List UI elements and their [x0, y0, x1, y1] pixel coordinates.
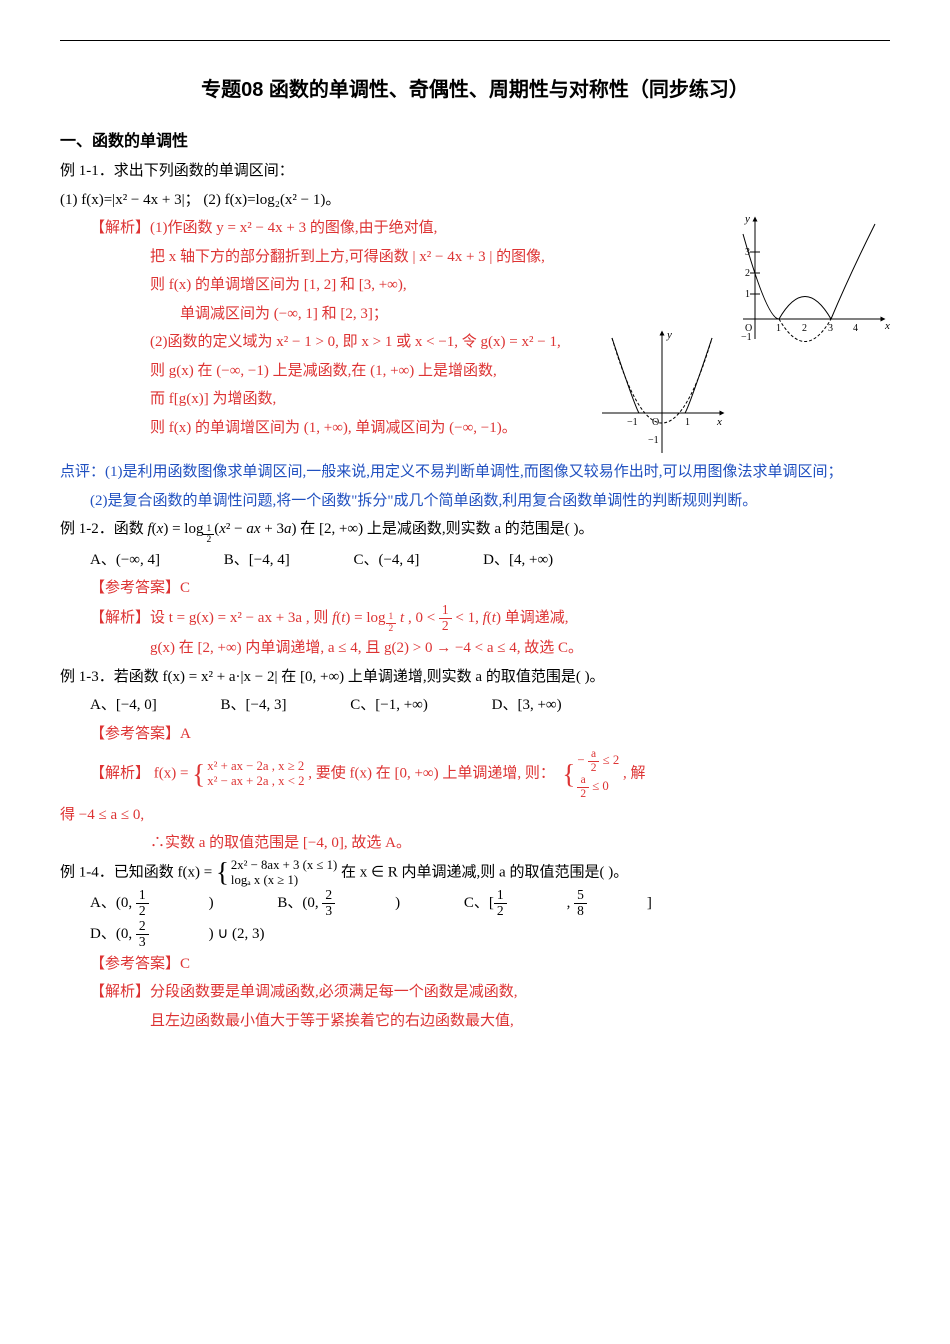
svg-text:2: 2 — [745, 268, 750, 279]
ex-1-4-stem: 例 1-4．已知函数 f(x) = — [60, 864, 216, 880]
opt-C: C、[−1, +∞) — [350, 691, 488, 720]
note-label: 点评： — [60, 464, 105, 480]
svg-text:−1: −1 — [648, 435, 659, 446]
solution-tag: 【解析】 — [90, 220, 150, 236]
ex-1-2-func: f(x) = log12(x² − ax + 3a) — [148, 521, 297, 537]
svg-text:x: x — [884, 320, 890, 332]
answer-label: 【参考答案】 — [90, 956, 180, 972]
conditions: − a2 ≤ 2 a2 ≤ 0 — [577, 748, 619, 800]
svg-text:1: 1 — [745, 289, 750, 300]
svg-text:1: 1 — [685, 417, 690, 428]
ex-1-3-sol-line1: 【解析】 f(x) = {x² + ax − 2a , x ≥ 2x² − ax… — [60, 748, 890, 800]
solution-tag: 【解析】 — [90, 984, 150, 1000]
page-title: 专题08 函数的单调性、奇偶性、周期性与对称性（同步练习） — [60, 71, 890, 109]
opt-A: A、[−4, 0] — [90, 691, 217, 720]
sol-1-1-line8: 则 f(x) 的单调增区间为 (1, +∞), 单调减区间为 (−∞, −1)。 — [60, 414, 890, 443]
piecewise-1: x² + ax − 2a , x ≥ 2x² − ax + 2a , x < 2 — [207, 759, 304, 790]
opt-B: B、[−4, 3] — [221, 691, 347, 720]
example-1-2: 例 1-2．函数 f(x) = log12(x² − ax + 3a) 在 [2… — [60, 515, 890, 545]
top-rule — [60, 40, 890, 41]
sol-lhs: f(x) = — [154, 766, 192, 782]
sol-1-1-line6: 则 g(x) 在 (−∞, −1) 上是减函数,在 (1, +∞) 上是增函数, — [60, 357, 890, 386]
figure-1: x y O 1 2 3 1 2 3 4 −1 — [735, 214, 890, 344]
sol-text: 分段函数要是单调减函数,必须满足每一个函数是减函数, — [150, 984, 518, 1000]
example-1-3: 例 1-3．若函数 f(x) = x² + a·|x − 2| 在 [0, +∞… — [60, 663, 890, 692]
ex-1-2-sol-line2: g(x) 在 [2, +∞) 内单调递增, a ≤ 4, 且 g(2) > 0 … — [60, 634, 890, 663]
answer-label: 【参考答案】 — [90, 580, 180, 596]
svg-text:y: y — [744, 214, 750, 225]
example-1-1-stem: 例 1-1．求出下列函数的单调区间： — [60, 157, 890, 186]
solution-tag: 【解析】 — [90, 766, 150, 782]
example-1-1-question: (1) f(x)=|x² − 4x + 3|； (2) f(x)=log₂(x²… — [60, 186, 890, 215]
svg-text:O: O — [652, 417, 659, 428]
opt-B: B、[−4, 4] — [224, 546, 350, 575]
section-1-heading: 一、函数的单调性 — [60, 127, 890, 157]
svg-text:−1: −1 — [627, 417, 638, 428]
answer-label: 【参考答案】 — [90, 726, 180, 742]
example-1-4: 例 1-4．已知函数 f(x) = {2x² − 8ax + 3 (x ≤ 1)… — [60, 858, 890, 889]
ex-1-2-stem: 例 1-2．函数 — [60, 521, 148, 537]
sol-mid: , 要使 f(x) 在 [0, +∞) 上单调递增, 则： — [308, 766, 555, 782]
opt-D: D、[4, +∞) — [483, 546, 613, 575]
brace-icon: { — [216, 862, 231, 884]
ex-1-4-sol-line1: 【解析】分段函数要是单调减函数,必须满足每一个函数是减函数, — [60, 978, 890, 1007]
ex-1-4-options: A、(0, 12) B、(0, 23) C、[12, 58] D、(0, 23)… — [60, 888, 890, 949]
note-block: 点评：(1)是利用函数图像求单调区间,一般来说,用定义不易判断单调性,而图像又较… — [60, 458, 890, 487]
answer-value: C — [180, 956, 190, 972]
opt-C: C、[12, 58] — [464, 888, 712, 919]
answer-value: A — [180, 726, 191, 742]
opt-A: A、(0, 12) — [90, 888, 274, 919]
answer-value: C — [180, 580, 190, 596]
ex-1-4-sol-line2: 且左边函数最小值大于等于紧挨着它的右边函数最大值, — [60, 1007, 890, 1036]
svg-text:x: x — [716, 416, 722, 428]
sol-tail: , 解 — [623, 766, 646, 782]
figure-2: x y O −1 1 −1 — [597, 328, 727, 458]
ex-1-2-sol-line1: 【解析】设 t = g(x) = x² − ax + 3a , 则 f(t) =… — [60, 603, 890, 634]
svg-text:4: 4 — [853, 323, 858, 334]
ex-1-3-sol-line3: ∴实数 a 的取值范围是 [−4, 0], 故选 A。 — [60, 829, 890, 858]
sol-1-1-line1: (1)作函数 y = x² − 4x + 3 的图像,由于绝对值, — [150, 220, 437, 236]
brace-icon: { — [562, 764, 577, 786]
svg-text:y: y — [666, 329, 672, 341]
ex-1-3-options: A、[−4, 0] B、[−4, 3] C、[−1, +∞) D、[3, +∞) — [60, 691, 890, 720]
ex-1-2-tail: 在 [2, +∞) 上是减函数,则实数 a 的范围是( )。 — [300, 521, 593, 537]
sol-text-a: 设 t = g(x) = x² − ax + 3a , 则 — [150, 610, 332, 626]
opt-A: A、(−∞, 4] — [90, 546, 220, 575]
sol-func: f(t) = log12 t — [332, 610, 404, 626]
ex-1-2-answer: 【参考答案】C — [60, 574, 890, 603]
sol-text-c: , 0 < 12 < 1, f(t) 单调递减, — [408, 610, 569, 626]
svg-text:2: 2 — [802, 323, 807, 334]
ex-1-2-options: A、(−∞, 4] B、[−4, 4] C、(−4, 4] D、[4, +∞) — [60, 546, 890, 575]
solution-tag: 【解析】 — [90, 610, 150, 626]
piecewise-2: 2x² − 8ax + 3 (x ≤ 1)logₐ x (x ≥ 1) — [231, 858, 337, 889]
opt-D: D、[3, +∞) — [492, 691, 622, 720]
opt-D: D、(0, 23) ∪ (2, 3) — [90, 919, 325, 950]
sol-1-1-line7: 而 f[g(x)] 为增函数, — [60, 385, 890, 414]
note-line1: (1)是利用函数图像求单调区间,一般来说,用定义不易判断单调性,而图像又较易作出… — [105, 464, 843, 480]
ex-1-4-tail: 在 x ∈ R 内单调递减,则 a 的取值范围是( )。 — [341, 864, 628, 880]
ex-1-3-answer: 【参考答案】A — [60, 720, 890, 749]
opt-C: C、(−4, 4] — [353, 546, 479, 575]
note-line2: (2)是复合函数的单调性问题,将一个函数"拆分"成几个简单函数,利用复合函数单调… — [60, 487, 890, 516]
brace-icon: { — [192, 764, 207, 786]
svg-text:−1: −1 — [741, 332, 752, 343]
svg-text:1: 1 — [776, 323, 781, 334]
svg-text:3: 3 — [828, 323, 833, 334]
ex-1-3-sol-line2: 得 −4 ≤ a ≤ 0, — [60, 801, 890, 830]
opt-B: B、(0, 23) — [277, 888, 460, 919]
ex-1-4-answer: 【参考答案】C — [60, 950, 890, 979]
